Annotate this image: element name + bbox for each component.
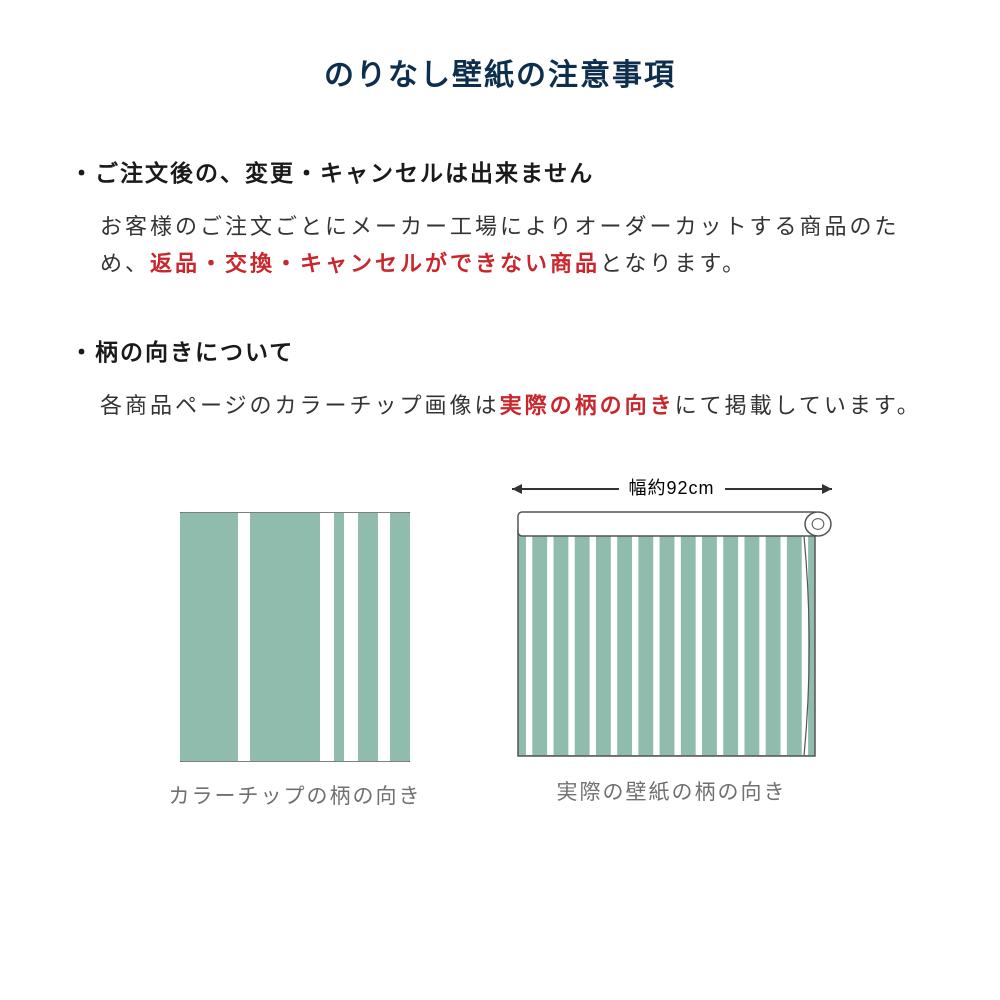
arrow-line-right [725,488,832,490]
section2-body: 各商品ページのカラーチップ画像は実際の柄の向きにて掲載しています。 [100,387,930,424]
section1-body-post: となります。 [600,251,747,276]
wallpaper-roll-illustration [512,510,832,758]
section2-heading: ・柄の向きについて [70,333,930,367]
section1-emphasis: 返品・交換・キャンセルができない商品 [150,251,600,276]
section1-heading: ・ご注文後の、変更・キャンセルは出来ません [70,154,930,188]
section1-body: お客様のご注文ごとにメーカー工場によりオーダーカットする商品のため、返品・交換・… [100,208,930,283]
width-label: 幅約92cm [619,474,725,500]
page-title: のりなし壁紙の注意事項 [70,50,930,94]
illustration-row: カラーチップの柄の向き 幅約92cm 実際の壁紙の柄の向き [70,474,930,810]
color-chip-block: カラーチップの柄の向き [169,474,422,810]
color-chip-caption: カラーチップの柄の向き [169,780,422,810]
section2-body-pre: 各商品ページのカラーチップ画像は [100,393,500,418]
section2-emphasis: 実際の柄の向き [500,393,675,418]
color-chip-illustration [180,512,410,762]
width-arrow: 幅約92cm [512,474,832,504]
section2-body-post: にて掲載しています。 [675,393,922,418]
wallpaper-roll-block: 幅約92cm 実際の壁紙の柄の向き [512,474,832,810]
arrow-line-left [512,488,619,490]
wallpaper-roll-caption: 実際の壁紙の柄の向き [557,776,787,806]
